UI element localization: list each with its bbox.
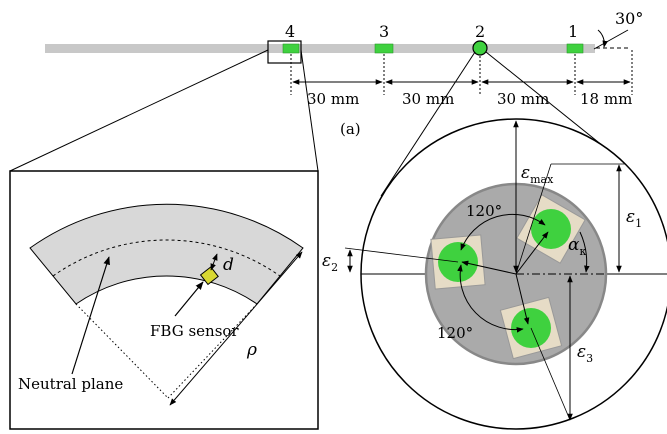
spacing-label-1: 30 mm (307, 90, 359, 108)
alpha-arc (579, 231, 590, 273)
angle-arc-lower (457, 264, 524, 333)
eps2-guide (344, 247, 459, 263)
rod (45, 44, 595, 53)
panel-label-a: (a) (340, 120, 361, 138)
rho-label: ρ (246, 340, 257, 360)
cross-section: 120° 120° ακ εmax ε1 ε2 ε3 (322, 118, 667, 430)
d-label: d (223, 255, 234, 275)
sensor-3 (374, 43, 394, 54)
eps3-ray (530, 327, 571, 421)
bend-angle-arc (597, 29, 608, 48)
spacing-label-3: 30 mm (497, 90, 549, 108)
alpha-label: ακ (568, 235, 586, 258)
rod-overview: 30° 4 3 2 1 30 mm 30 mm 30 mm 18 mm (a) (45, 9, 643, 138)
eps3-label: ε3 (577, 342, 593, 365)
zoom-line-right (300, 49, 319, 172)
neutral-plane-curve (52, 239, 281, 277)
eps-max-label: εmax (521, 163, 554, 186)
sensor-4 (282, 43, 300, 54)
spacing-label-4: 18 mm (580, 90, 632, 108)
bent-tip-line (593, 29, 629, 50)
sensor-number-1: 1 (568, 22, 578, 41)
sensor-2-marker (472, 40, 488, 56)
eps1-ray (515, 163, 552, 275)
cross-zoom-line-left (380, 51, 476, 197)
bend-panel: d FBG sensor Neutral plane ρ (9, 170, 319, 430)
eps2-label: ε2 (322, 251, 338, 274)
sensor-number-4: 4 (285, 22, 295, 41)
sensor-1 (566, 43, 584, 54)
zoom-line-left (9, 49, 269, 172)
sensor-number-2: 2 (475, 22, 485, 41)
angle-upper-label: 120° (466, 202, 502, 220)
bend-angle-label: 30° (615, 9, 643, 28)
angle-lower-label: 120° (437, 324, 473, 342)
neutral-label: Neutral plane (18, 375, 123, 393)
eps1-label: ε1 (626, 207, 642, 230)
sensor-number-3: 3 (379, 22, 389, 41)
neutral-arrow (71, 256, 110, 375)
fbg-label: FBG sensor (150, 322, 239, 340)
spacing-label-2: 30 mm (402, 90, 454, 108)
rho-arrow (169, 251, 303, 406)
